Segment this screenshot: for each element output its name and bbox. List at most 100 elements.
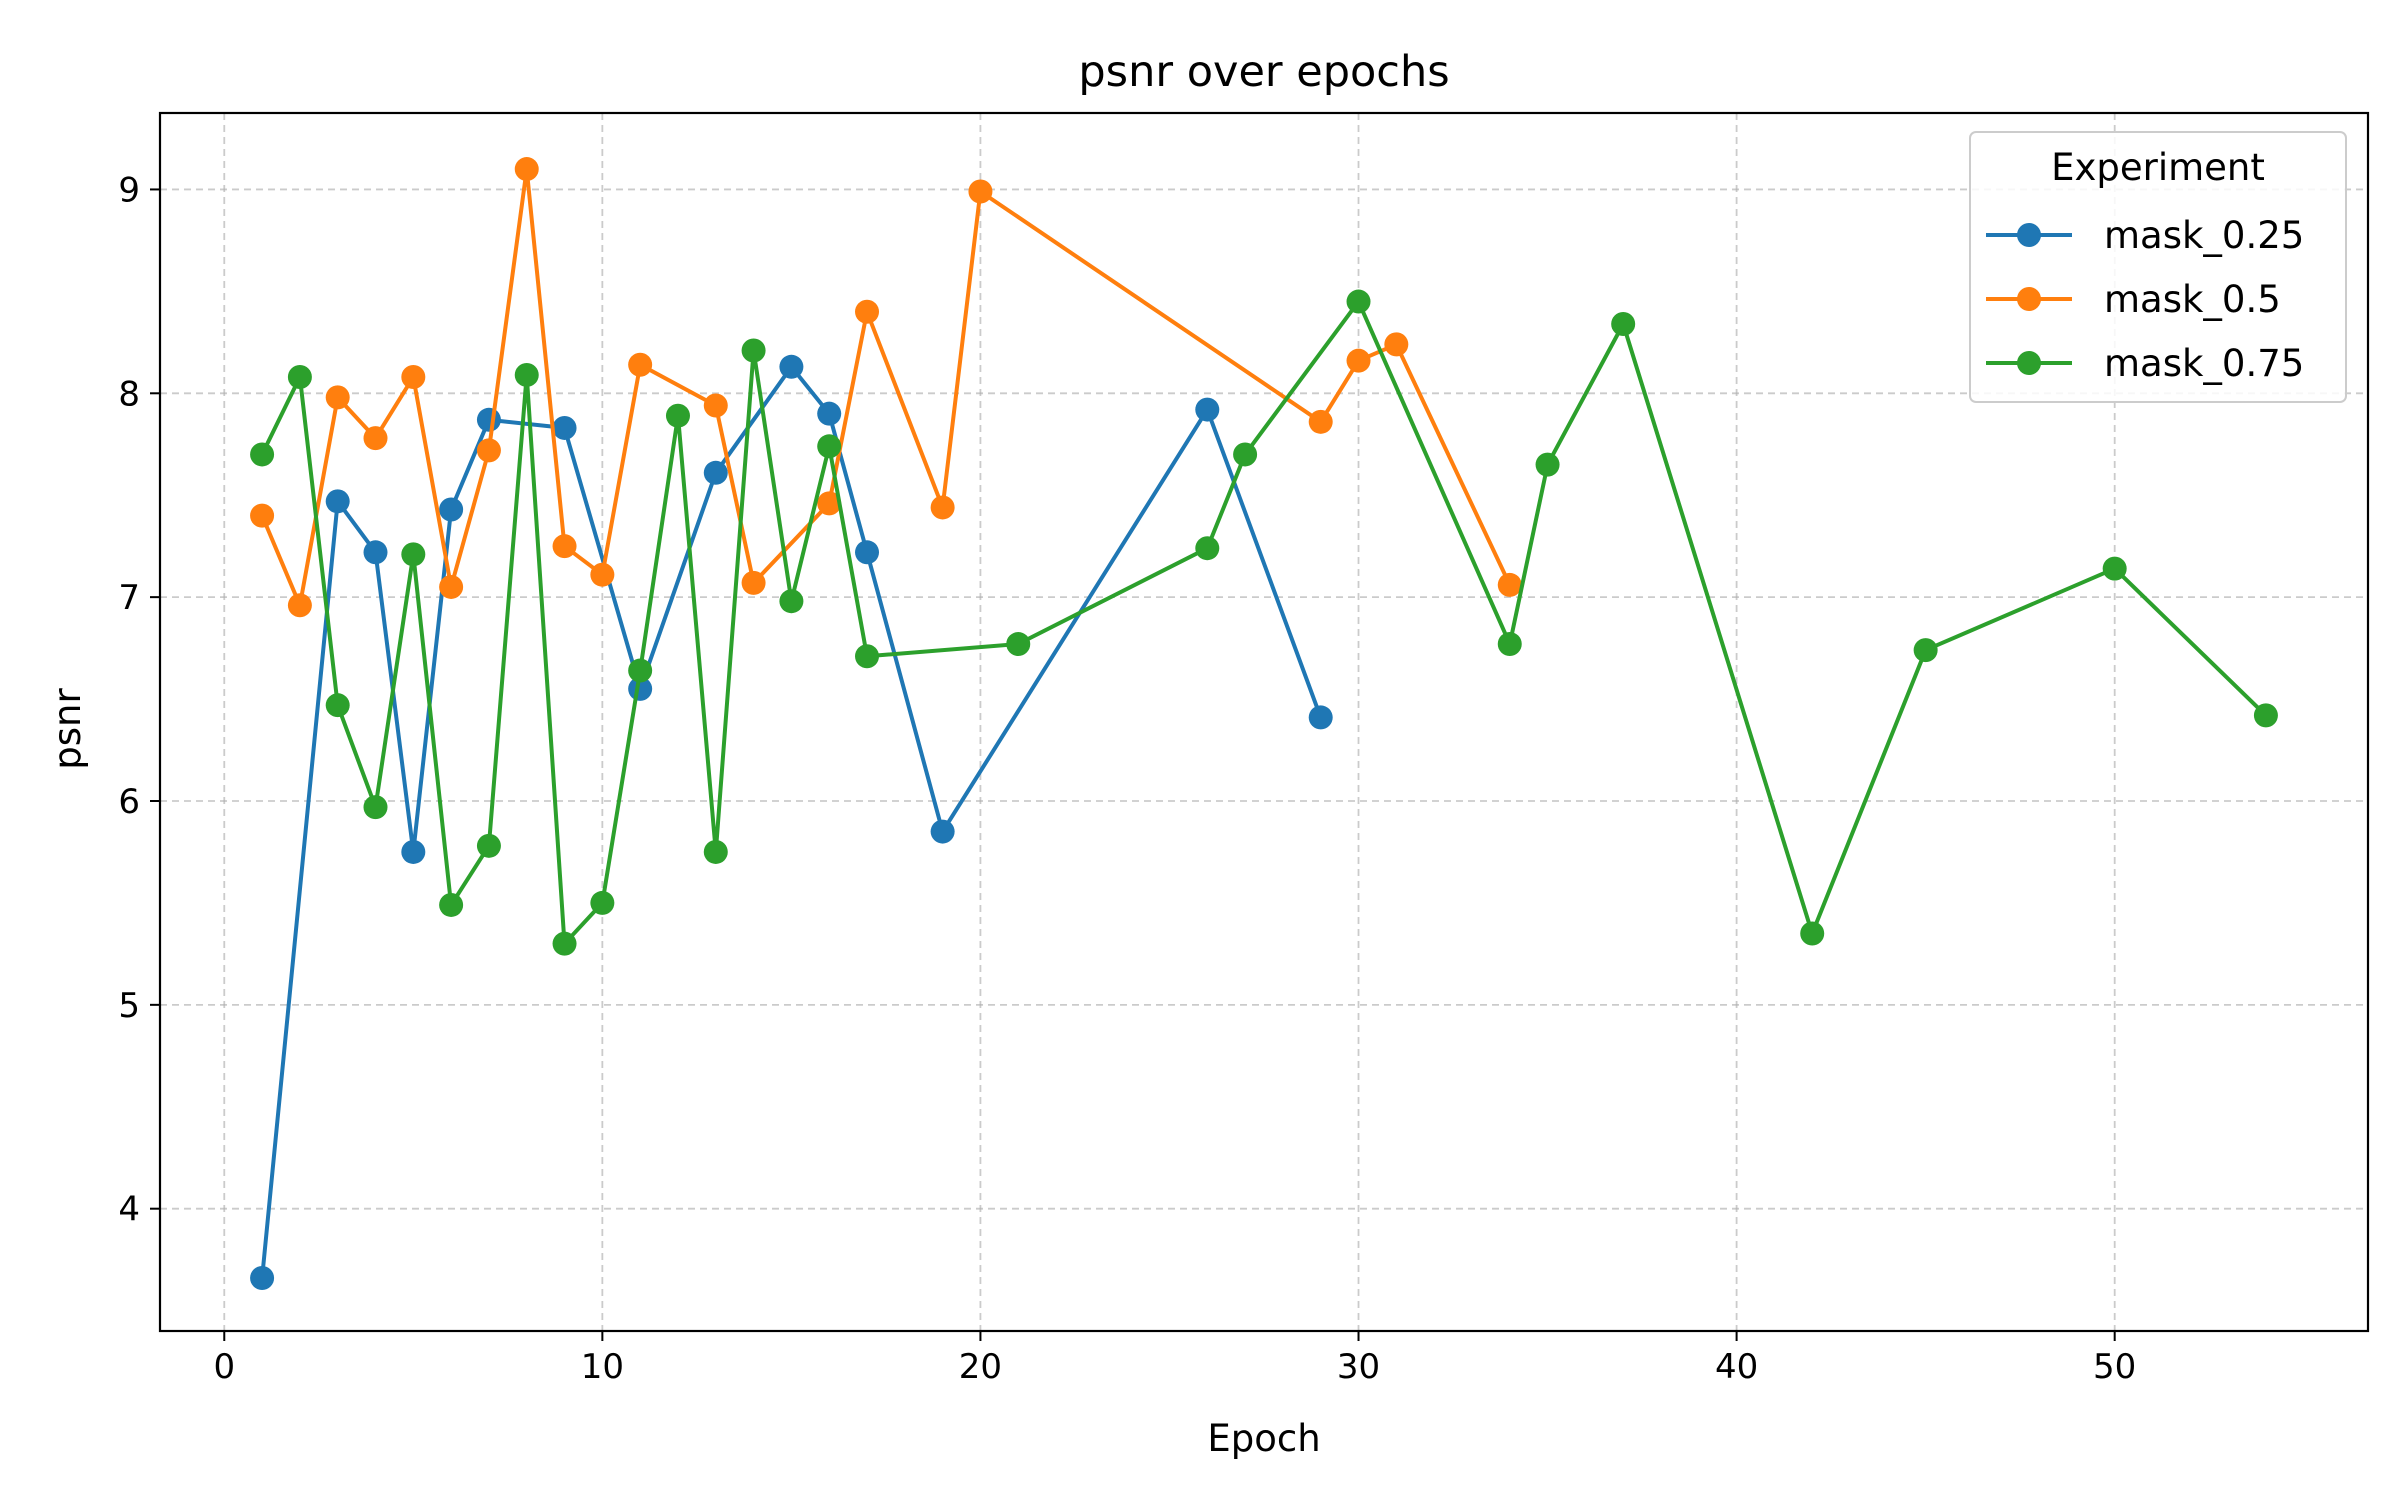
data-point — [552, 931, 577, 956]
data-point — [817, 434, 842, 459]
y-tick-label: 9 — [118, 170, 140, 210]
data-point — [741, 338, 766, 363]
data-point — [401, 839, 426, 864]
legend: Experiment mask_0.25 mask_0.5 mask_0.75 — [1969, 131, 2347, 403]
data-point — [1384, 332, 1409, 357]
data-point — [590, 890, 615, 915]
legend-entry-mask_0.5: mask_0.5 — [1986, 278, 2281, 321]
data-point — [1497, 632, 1522, 657]
chart-title: psnr over epochs — [1078, 47, 1449, 97]
data-point — [1913, 638, 1938, 663]
x-axis: 0 10 20 30 40 50 — [213, 1331, 2136, 1387]
legend-entry-mask_0.75: mask_0.75 — [1986, 342, 2304, 385]
legend-box — [1969, 131, 2347, 403]
data-point — [514, 157, 539, 182]
data-point — [1535, 452, 1560, 477]
data-point — [401, 364, 426, 389]
x-axis-label: Epoch — [1207, 1417, 1320, 1460]
legend-title: Experiment — [2051, 146, 2265, 189]
data-point — [476, 833, 501, 858]
data-point — [817, 401, 842, 426]
legend-marker — [2017, 223, 2041, 247]
data-point — [363, 795, 388, 820]
x-tick-label: 0 — [213, 1347, 235, 1387]
data-point — [779, 589, 804, 614]
data-point — [855, 644, 880, 669]
data-point — [325, 489, 350, 514]
series-line — [260, 299, 2268, 946]
data-point — [2253, 703, 2278, 728]
data-point — [703, 839, 728, 864]
data-point — [930, 495, 955, 520]
data-point — [1195, 397, 1220, 422]
legend-marker — [2017, 351, 2041, 375]
data-point — [855, 540, 880, 565]
data-point — [552, 534, 577, 559]
data-point — [1611, 311, 1636, 336]
data-point — [1497, 572, 1522, 597]
series-layer — [250, 157, 2278, 1290]
data-point — [325, 385, 350, 410]
y-axis: 4 5 6 7 8 9 — [118, 170, 160, 1230]
data-point — [250, 442, 275, 467]
y-tick-label: 4 — [118, 1190, 140, 1230]
data-point — [855, 299, 880, 324]
data-point — [1006, 632, 1031, 657]
data-point — [665, 403, 690, 428]
data-point — [1308, 705, 1333, 730]
series-mask_0.75 — [250, 289, 2278, 956]
data-point — [779, 354, 804, 379]
y-tick-label: 8 — [118, 374, 140, 414]
data-point — [250, 1265, 275, 1290]
data-point — [439, 574, 464, 599]
x-tick-label: 50 — [2093, 1347, 2136, 1387]
plot-frame — [158, 111, 2370, 1333]
data-point — [514, 362, 539, 387]
x-tick-label: 10 — [581, 1347, 624, 1387]
legend-label: mask_0.5 — [2104, 278, 2281, 321]
y-tick-label: 5 — [118, 986, 140, 1026]
series-mask_0.5 — [250, 157, 1522, 618]
legend-marker — [2017, 287, 2041, 311]
data-point — [590, 562, 615, 587]
x-tick-label: 20 — [959, 1347, 1002, 1387]
data-point — [2102, 556, 2127, 581]
legend-entry-mask_0.25: mask_0.25 — [1986, 214, 2304, 257]
data-point — [1233, 442, 1258, 467]
data-point — [703, 393, 728, 418]
data-point — [741, 570, 766, 595]
data-point — [703, 460, 728, 485]
legend-label: mask_0.75 — [2104, 342, 2304, 385]
data-point — [287, 364, 312, 389]
data-point — [930, 819, 955, 844]
data-point — [250, 503, 275, 528]
data-point — [968, 179, 993, 204]
x-tick-label: 30 — [1337, 1347, 1380, 1387]
data-point — [1800, 921, 1825, 946]
data-point — [817, 491, 842, 516]
data-point — [363, 540, 388, 565]
y-tick-label: 7 — [118, 578, 140, 618]
data-point — [439, 892, 464, 917]
data-point — [363, 426, 388, 451]
y-tick-label: 6 — [118, 782, 140, 822]
data-point — [1195, 536, 1220, 561]
data-point — [1346, 289, 1371, 314]
y-axis-label: psnr — [46, 688, 89, 770]
data-point — [628, 352, 653, 377]
data-point — [628, 658, 653, 683]
data-point — [628, 676, 653, 701]
data-point — [1346, 348, 1371, 373]
data-point — [552, 415, 577, 440]
data-point — [476, 407, 501, 432]
data-point — [1308, 409, 1333, 434]
data-point — [439, 497, 464, 522]
data-point — [287, 593, 312, 618]
data-point — [401, 542, 426, 567]
legend-label: mask_0.25 — [2104, 214, 2304, 257]
x-tick-label: 40 — [1715, 1347, 1758, 1387]
legend-entries: mask_0.25 mask_0.5 mask_0.75 — [1986, 214, 2304, 385]
data-point — [476, 438, 501, 463]
series-mask_0.25 — [250, 354, 1333, 1290]
